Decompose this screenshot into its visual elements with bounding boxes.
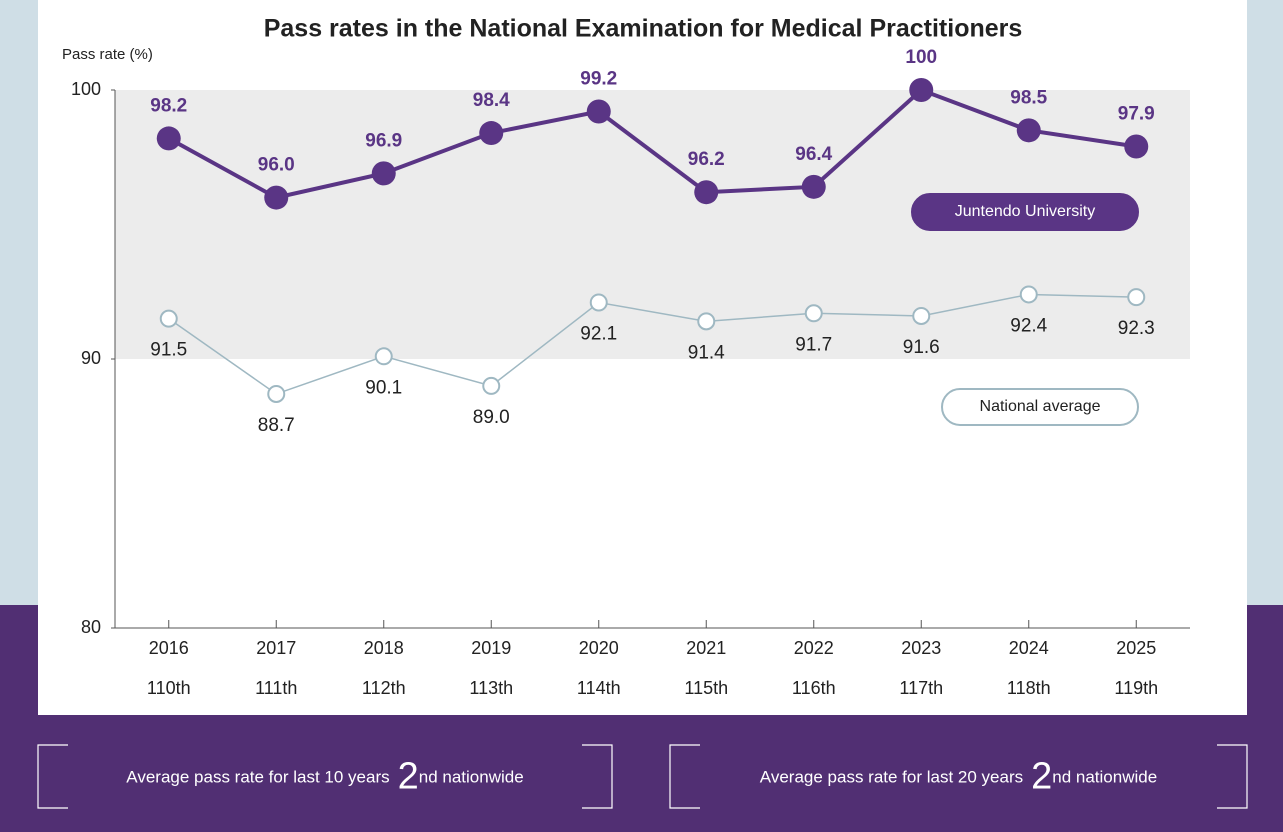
data-point	[912, 306, 931, 325]
x-tick-sublabel: 111th	[255, 678, 297, 698]
data-point	[374, 347, 393, 366]
data-point	[1127, 288, 1146, 307]
x-tick-sublabel: 115th	[684, 678, 728, 698]
data-point	[1016, 118, 1041, 143]
legend-label: Juntendo University	[955, 203, 1096, 220]
x-tick-label: 2016	[149, 638, 189, 658]
data-label: 96.9	[365, 130, 402, 151]
x-tick-label: 2023	[901, 638, 941, 658]
x-tick-sublabel: 117th	[899, 678, 943, 698]
y-tick-label: 80	[81, 617, 101, 637]
data-label: 97.9	[1118, 104, 1155, 125]
data-label: 90.1	[365, 377, 402, 398]
data-label: 91.5	[150, 340, 187, 361]
data-point	[371, 161, 396, 186]
highlight-suffix: nd nationwide	[1052, 768, 1157, 787]
data-label: 91.4	[688, 342, 725, 363]
x-tick-label: 2020	[579, 638, 619, 658]
data-label: 98.5	[1010, 87, 1047, 108]
highlight-text: Average pass rate for last 10 years 2nd n…	[126, 756, 523, 798]
data-label: 98.4	[473, 90, 510, 111]
data-label: 92.1	[580, 324, 617, 345]
data-label: 92.3	[1118, 318, 1155, 339]
x-tick-sublabel: 110th	[147, 678, 191, 698]
x-tick-sublabel: 113th	[469, 678, 513, 698]
series-line	[167, 87, 1137, 200]
x-tick-label: 2019	[471, 638, 511, 658]
x-tick-sublabel: 119th	[1114, 678, 1158, 698]
bracket-left	[37, 744, 68, 809]
data-point	[586, 99, 611, 124]
data-point	[264, 185, 289, 210]
data-label: 99.2	[580, 69, 617, 90]
y-axis-label: Pass rate (%)	[62, 46, 153, 63]
data-point	[694, 180, 719, 205]
chart-title: Pass rates in the National Examination f…	[264, 15, 1023, 43]
data-point	[909, 78, 934, 102]
bracket-left	[669, 744, 700, 809]
data-point	[804, 304, 823, 323]
data-label: 89.0	[473, 407, 510, 428]
data-label: 91.7	[795, 334, 832, 355]
x-tick-label: 2017	[256, 638, 296, 658]
data-point	[1124, 134, 1149, 159]
x-tick-sublabel: 116th	[792, 678, 836, 698]
highlight-rank: 2	[1031, 756, 1052, 798]
highlight-suffix: nd nationwide	[419, 768, 524, 787]
bracket-right	[1217, 744, 1248, 809]
data-label: 96.2	[688, 149, 725, 170]
x-tick-label: 2022	[794, 638, 834, 658]
data-label: 96.0	[258, 155, 295, 176]
data-label: 98.2	[150, 95, 187, 116]
data-point	[589, 293, 608, 312]
data-point	[156, 126, 181, 151]
x-tick-label: 2018	[364, 638, 404, 658]
data-point	[801, 174, 826, 199]
highlight-text: Average pass rate for last 20 years 2nd n…	[760, 756, 1157, 798]
x-tick-label: 2024	[1009, 638, 1049, 658]
highlight-rank: 2	[398, 756, 419, 798]
data-label: 91.6	[903, 337, 940, 358]
data-point	[159, 309, 178, 328]
data-label: 88.7	[258, 415, 295, 436]
data-label: 92.4	[1010, 315, 1047, 336]
legend-item	[941, 388, 1139, 426]
x-tick-label: 2025	[1116, 638, 1156, 658]
legend-label: National average	[980, 398, 1101, 415]
data-point	[267, 384, 286, 403]
y-tick-label: 90	[81, 348, 101, 368]
highlight-label: Average pass rate for last 20 years	[760, 768, 1023, 787]
x-tick-sublabel: 114th	[577, 678, 621, 698]
data-label: 96.4	[795, 144, 832, 165]
highlight-label: Average pass rate for last 10 years	[126, 768, 389, 787]
bracket-right	[582, 744, 613, 809]
data-label: 100	[905, 47, 937, 68]
y-tick-label: 100	[71, 79, 101, 99]
series-line	[168, 293, 1137, 395]
data-point	[697, 312, 716, 331]
x-tick-sublabel: 118th	[1007, 678, 1051, 698]
x-tick-sublabel: 112th	[362, 678, 406, 698]
x-tick-label: 2021	[686, 638, 726, 658]
data-point	[1019, 285, 1038, 304]
data-point	[482, 376, 501, 395]
data-point	[479, 121, 504, 146]
legend-item	[911, 193, 1139, 231]
